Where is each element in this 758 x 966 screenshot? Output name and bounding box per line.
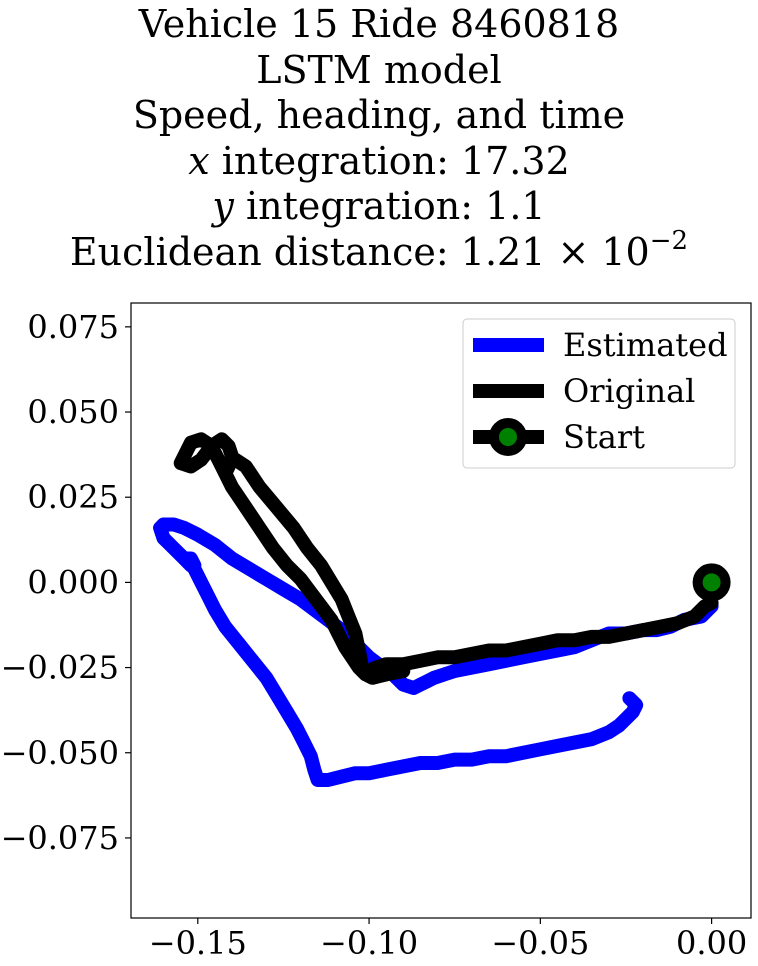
- title-line-5: y integration: 1.1: [0, 184, 758, 230]
- y-tick-label: −0.075: [1, 819, 119, 857]
- series-layer: [153, 432, 719, 787]
- chart-title: Vehicle 15 Ride 8460818 LSTM model Speed…: [0, 0, 758, 275]
- axes-frame: [130, 302, 752, 919]
- legend: Estimated Original Start: [462, 318, 736, 469]
- x-tick-label: −0.10: [320, 924, 418, 962]
- y-tick-label: −0.025: [1, 649, 119, 687]
- y-tick-label: 0.000: [27, 563, 119, 601]
- title-line-4: x integration: 17.32: [0, 139, 758, 185]
- x-tick-label: 0.00: [676, 924, 747, 962]
- series-line-estimated: [153, 517, 719, 787]
- y-tick-label: 0.025: [27, 478, 119, 516]
- title-x-variable: x: [188, 138, 210, 183]
- title-line-1: Vehicle 15 Ride 8460818: [138, 2, 620, 46]
- y-tick-label: 0.050: [27, 393, 119, 431]
- title-exponent: −2: [649, 225, 689, 256]
- legend-label-start: Start: [563, 418, 645, 456]
- x-tick-label: −0.05: [491, 924, 589, 962]
- title-y-variable: y: [212, 184, 234, 228]
- legend-label-original: Original: [563, 372, 695, 410]
- y-tick-label: −0.050: [1, 734, 119, 772]
- title-x-integration: integration: 17.32: [209, 138, 570, 183]
- ticks-layer: −0.15 −0.10 −0.05 0.00 0.075 0.050 0.025 0.000 −…: [1, 308, 748, 962]
- title-line-3: Speed, heading, and time: [132, 93, 626, 137]
- title-line-2: LSTM model: [256, 47, 502, 92]
- legend-label-estimated: Estimated: [563, 326, 728, 364]
- legend-marker-start: [489, 418, 527, 456]
- start-marker: [692, 563, 731, 602]
- title-line-6: Euclidean distance: 1.21 × 10−2: [0, 228, 758, 276]
- x-tick-label: −0.15: [149, 924, 247, 962]
- title-y-integration: integration: 1.1: [233, 184, 546, 228]
- title-euclidean-distance: Euclidean distance: 1.21 × 10: [69, 229, 650, 274]
- marker-layer: [692, 563, 731, 602]
- y-tick-label: 0.075: [27, 308, 119, 346]
- series-line-original: [173, 432, 719, 685]
